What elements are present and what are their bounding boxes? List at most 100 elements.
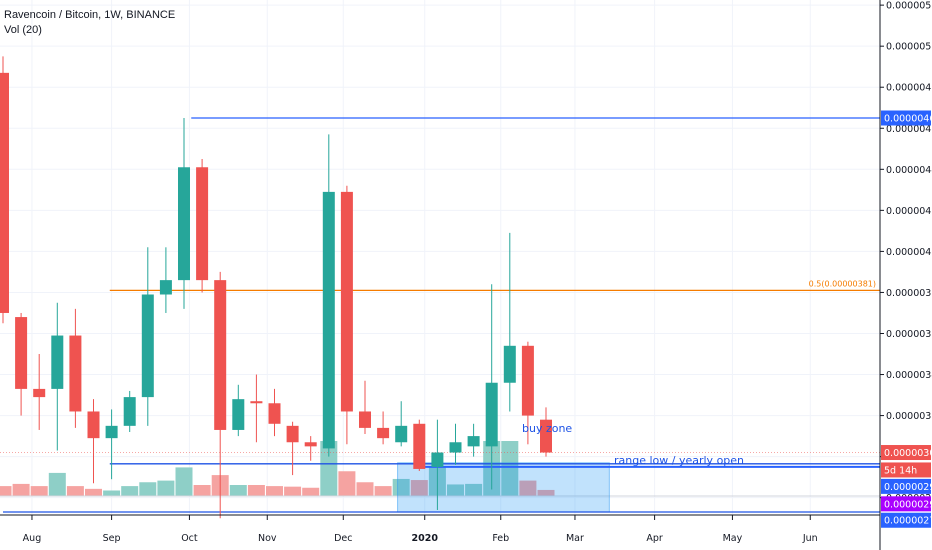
volume-bar — [12, 483, 30, 496]
volume-bar — [175, 467, 193, 496]
candle-body — [304, 442, 317, 447]
candle-body — [449, 442, 462, 453]
volume-bar — [302, 487, 320, 496]
volume-bar — [0, 486, 12, 496]
candle-body — [178, 167, 190, 281]
volume-bar — [193, 485, 211, 496]
price-tick-label: 0.00000320 — [886, 411, 932, 422]
volume-bar — [85, 488, 102, 496]
price-tick-label: 0.00000460 — [886, 124, 932, 135]
volume-bar — [320, 441, 338, 496]
candle-body — [0, 72, 9, 313]
candle-body — [540, 419, 552, 453]
time-tick-label: May — [723, 533, 743, 544]
volume-bar — [66, 486, 84, 496]
volume-bar — [139, 482, 157, 496]
price-badge-label: 5d 14h — [884, 465, 917, 476]
candle-body — [413, 423, 426, 469]
volume-bar — [157, 480, 175, 496]
price-tick-label: 0.00000360 — [886, 329, 932, 340]
candle-body — [214, 280, 227, 430]
buy-zone-label: buy zone — [522, 422, 572, 435]
candle-body — [196, 167, 209, 281]
time-tick-label: Dec — [334, 533, 352, 544]
time-tick-label: Apr — [646, 533, 663, 544]
candle-body — [340, 191, 353, 412]
time-tick-label: Sep — [103, 533, 121, 544]
volume-bar — [338, 471, 356, 496]
price-tick-label: 0.00000500 — [886, 42, 932, 53]
time-tick-label: Mar — [566, 533, 584, 544]
candle-body — [467, 436, 480, 447]
price-badge — [881, 496, 931, 512]
range-low-label: range low / yearly open — [614, 454, 744, 467]
candle-body — [485, 382, 498, 447]
price-tick-label: 0.00000420 — [886, 206, 932, 217]
volume-bar — [247, 485, 265, 496]
price-badge-label: 0.00000465 — [884, 114, 932, 125]
candle-body — [359, 411, 371, 428]
candle-body — [87, 411, 100, 439]
price-badge-label: 0.00000302 — [884, 448, 932, 459]
candle-body — [322, 191, 335, 449]
candle-body — [521, 345, 534, 416]
candle-body — [431, 452, 444, 467]
price-tick-label: 0.00000340 — [886, 370, 932, 381]
volume-bar — [519, 480, 537, 496]
time-tick-label: 2020 — [412, 533, 439, 544]
price-badge — [881, 478, 931, 494]
price-badge-label: 0.00000296 — [884, 482, 932, 493]
volume-bar — [537, 489, 555, 496]
time-tick-label: Jun — [802, 533, 818, 544]
price-badge — [881, 462, 931, 478]
buy-zone-rect — [397, 462, 610, 513]
price-badge — [881, 512, 931, 528]
volume-bar — [284, 486, 302, 496]
volume-bar — [103, 490, 121, 496]
price-tick-label: 0.00000440 — [886, 165, 932, 176]
volume-bar — [410, 480, 428, 496]
volume-bar — [229, 485, 247, 496]
price-badge — [881, 445, 931, 461]
volume-bar — [392, 478, 410, 496]
price-badge-label: 0.00000295 — [884, 499, 932, 510]
volume-bar — [447, 484, 464, 496]
volume-bar — [356, 482, 374, 496]
price-tick-label: 0.00000480 — [886, 83, 932, 94]
fib-level-label: 0.5(0.00000381) — [809, 279, 876, 288]
candle-body — [503, 345, 516, 383]
price-badge-label: 0.00000273 — [884, 516, 932, 527]
time-tick-label: Nov — [258, 533, 277, 544]
candle-body — [395, 425, 408, 443]
candle-body — [377, 427, 390, 439]
candle-body — [268, 403, 281, 424]
volume-bar — [30, 486, 48, 496]
candle-body — [123, 397, 136, 426]
time-tick-label: Oct — [181, 533, 198, 544]
volume-bar — [48, 472, 66, 496]
volume-indicator-label: Vol (20) — [4, 24, 42, 36]
price-tick-label: 0.00000400 — [886, 247, 932, 258]
volume-bar — [266, 486, 283, 496]
candle-body — [69, 335, 82, 412]
symbol-title: Ravencoin / Bitcoin, 1W, BINANCE — [4, 9, 176, 21]
candle-body — [159, 280, 172, 295]
volume-bar — [121, 486, 139, 496]
candle-body — [232, 399, 245, 430]
price-tick-label: 0.00000380 — [886, 288, 932, 299]
candle-body — [141, 294, 154, 398]
candle-body — [33, 388, 46, 398]
candle-body — [250, 401, 263, 404]
volume-bar — [465, 483, 483, 496]
price-badge — [881, 110, 931, 126]
price-tick-label: 0.00000520 — [886, 1, 932, 12]
time-tick-label: Aug — [23, 533, 42, 544]
candle-body — [286, 425, 299, 443]
candle-body — [105, 425, 118, 439]
chart-legend: Ravencoin / Bitcoin, 1W, BINANCE Vol (20… — [4, 8, 175, 38]
candle-body — [51, 335, 64, 389]
candle-body — [15, 317, 28, 389]
time-tick-label: Feb — [492, 533, 509, 544]
